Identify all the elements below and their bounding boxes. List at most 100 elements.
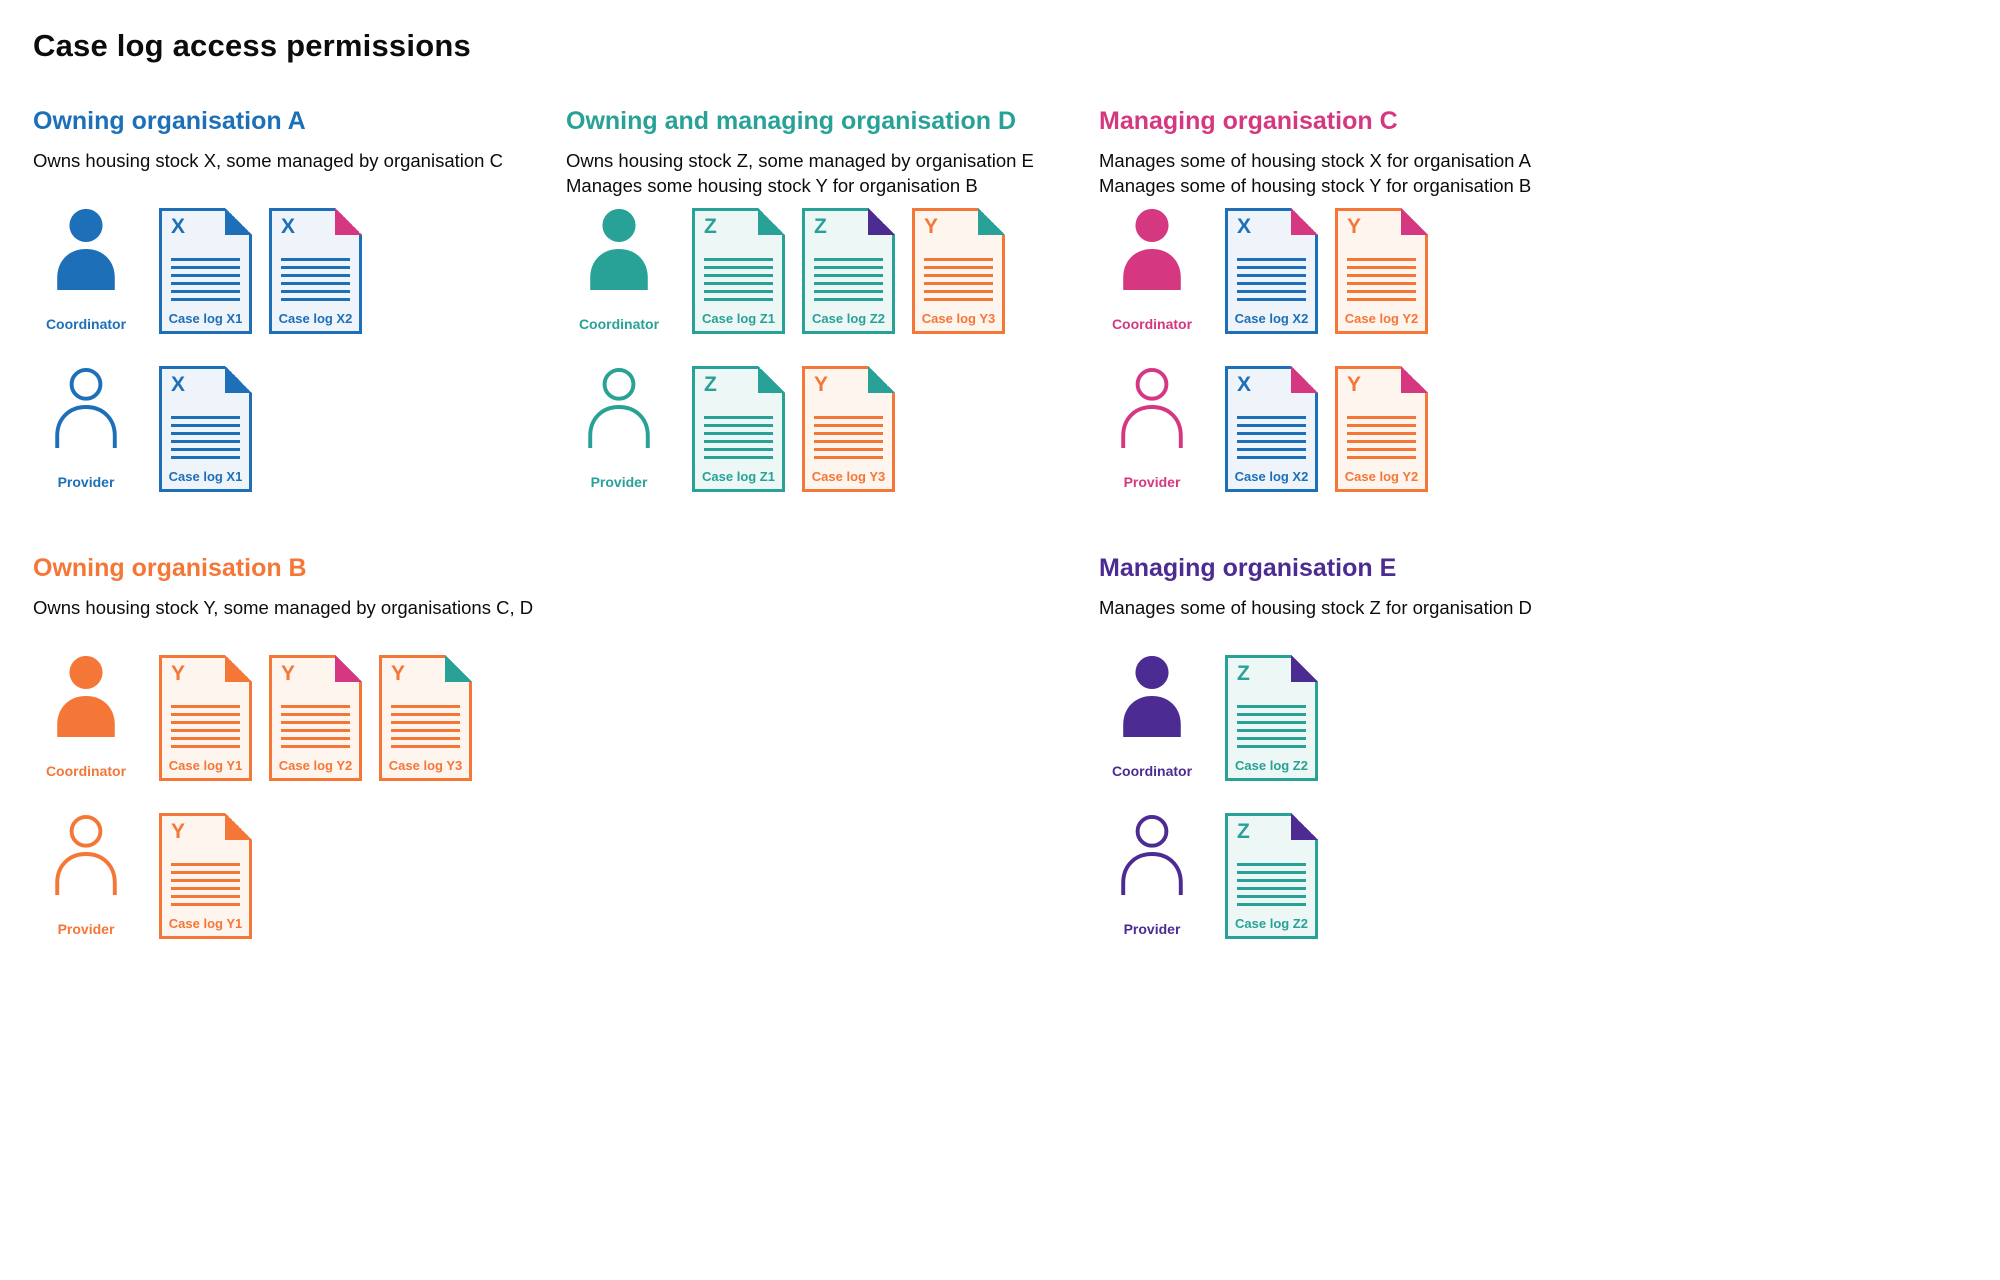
folded-corner-icon <box>978 208 1005 235</box>
org-description-line: Manages some of housing stock Z for orga… <box>1099 597 1532 618</box>
coordinator-person-icon <box>51 655 121 739</box>
folded-corner-icon <box>1401 208 1428 235</box>
role-row: Provider Y Case log Y1 <box>33 813 558 939</box>
case-log-documents: X Case log X2 Y Case log Y2 <box>1225 208 1428 334</box>
document-stock-letter: Y <box>924 215 939 238</box>
case-log-document: Y Case log Y3 <box>912 208 1005 334</box>
org-section-title: Managing organisation E <box>1099 554 1397 582</box>
document-label: Case log Y3 <box>811 469 886 484</box>
document-label: Case log X2 <box>1234 311 1309 326</box>
coordinator-person-icon <box>1117 655 1187 739</box>
document-stock-letter: X <box>1237 215 1252 238</box>
role-rows: Coordinator Z Case log Z2 Provider Z Cas… <box>1099 655 1659 939</box>
role-label: Coordinator <box>578 316 660 332</box>
document-text-lines-icon <box>704 416 773 460</box>
person: Provider <box>33 813 139 939</box>
role-label: Provider <box>1123 921 1181 937</box>
folded-corner-icon <box>758 208 785 235</box>
case-log-document: X Case log X2 <box>1225 366 1318 492</box>
org-description-line: Manages some of housing stock X for orga… <box>1099 150 1531 171</box>
document-label: Case log Y2 <box>278 758 353 773</box>
case-log-document: Y Case log Y3 <box>802 366 895 492</box>
role-label: Coordinator <box>1111 763 1193 779</box>
document-stock-letter: X <box>171 373 186 396</box>
coordinator-person-icon <box>1117 208 1187 292</box>
role-row: Coordinator Y Case log Y1 Y Case log Y2 … <box>33 655 558 781</box>
role-label: Provider <box>1123 474 1181 490</box>
person: Coordinator <box>1099 208 1205 334</box>
document-stock-letter: Z <box>1237 662 1250 685</box>
case-log-documents: Z Case log Z2 <box>1225 813 1318 939</box>
case-log-documents: Z Case log Z2 <box>1225 655 1318 781</box>
case-log-documents: X Case log X1 <box>159 366 252 492</box>
org-section-description: Owns housing stock Y, some managed by or… <box>33 595 558 647</box>
org-description-line: Manages some of housing stock Y for orga… <box>1099 175 1532 196</box>
org-section-description: Owns housing stock Z, some managed by or… <box>566 148 1091 200</box>
case-log-document: Z Case log Z2 <box>1225 813 1318 939</box>
page-title: Case log access permissions <box>33 28 471 63</box>
document-text-lines-icon <box>1237 416 1306 460</box>
org-description-line: Owns housing stock Z, some managed by or… <box>566 150 1034 171</box>
document-label: Case log Z2 <box>812 311 885 326</box>
org-section-org-a: Owning organisation A Owns housing stock… <box>33 106 558 524</box>
case-log-documents: Z Case log Z1 Y Case log Y3 <box>692 366 895 492</box>
document-stock-letter: Y <box>814 373 829 396</box>
document-stock-letter: X <box>1237 373 1252 396</box>
document-label: Case log X2 <box>1234 469 1309 484</box>
folded-corner-icon <box>758 366 785 393</box>
document-label: Case log Y1 <box>168 758 243 773</box>
person: Coordinator <box>566 208 672 334</box>
org-description-line: Owns housing stock X, some managed by or… <box>33 150 503 171</box>
case-log-document: Z Case log Z2 <box>1225 655 1318 781</box>
folded-corner-icon <box>1291 208 1318 235</box>
org-section-org-d: Owning and managing organisation D Owns … <box>566 106 1091 524</box>
case-log-documents: X Case log X1 X Case log X2 <box>159 208 362 334</box>
case-log-documents: Z Case log Z1 Z Case log Z2 Y Case log Y… <box>692 208 1005 334</box>
folded-corner-icon <box>1291 813 1318 840</box>
document-label: Case log Y2 <box>1344 311 1419 326</box>
case-log-document: Y Case log Y1 <box>159 813 252 939</box>
document-text-lines-icon <box>814 258 883 302</box>
coordinator-person-icon <box>584 208 654 292</box>
document-label: Case log Y3 <box>921 311 996 326</box>
document-label: Case log X2 <box>278 311 353 326</box>
case-log-document: Z Case log Z1 <box>692 366 785 492</box>
person: Coordinator <box>33 655 139 781</box>
document-stock-letter: Y <box>1347 373 1362 396</box>
person: Provider <box>566 366 672 492</box>
document-text-lines-icon <box>1347 258 1416 302</box>
org-section-title: Owning organisation A <box>33 107 306 135</box>
document-text-lines-icon <box>171 416 240 460</box>
folded-corner-icon <box>1291 655 1318 682</box>
document-label: Case log Z2 <box>1235 758 1308 773</box>
document-text-lines-icon <box>281 258 350 302</box>
document-stock-letter: Y <box>391 662 406 685</box>
case-log-documents: X Case log X2 Y Case log Y2 <box>1225 366 1428 492</box>
document-text-lines-icon <box>171 705 240 749</box>
org-section-org-b: Owning organisation B Owns housing stock… <box>33 553 558 971</box>
role-label: Coordinator <box>45 316 127 332</box>
org-description-line: Owns housing stock Y, some managed by or… <box>33 597 534 618</box>
provider-person-icon <box>1117 813 1187 897</box>
provider-person-icon <box>51 366 121 450</box>
folded-corner-icon <box>868 208 895 235</box>
org-description-line: Manages some housing stock Y for organis… <box>566 175 978 196</box>
role-row: Provider X Case log X2 Y Case log Y2 <box>1099 366 1659 492</box>
document-label: Case log Z1 <box>702 311 775 326</box>
role-row: Provider Z Case log Z1 Y Case log Y3 <box>566 366 1091 492</box>
org-section-org-c: Managing organisation C Manages some of … <box>1099 106 1659 524</box>
document-text-lines-icon <box>924 258 993 302</box>
role-label: Provider <box>590 474 648 490</box>
document-label: Case log Z2 <box>1235 916 1308 931</box>
document-stock-letter: Z <box>704 215 717 238</box>
role-rows: Coordinator X Case log X2 Y Case log Y2 … <box>1099 208 1659 492</box>
role-label: Coordinator <box>1111 316 1193 332</box>
role-rows: Coordinator Z Case log Z1 Z Case log Z2 … <box>566 208 1091 492</box>
document-stock-letter: X <box>171 215 186 238</box>
case-log-documents: Y Case log Y1 Y Case log Y2 Y Case log Y… <box>159 655 472 781</box>
folded-corner-icon <box>225 655 252 682</box>
document-stock-letter: Y <box>171 820 186 843</box>
org-section-title: Owning and managing organisation D <box>566 107 1017 135</box>
document-text-lines-icon <box>281 705 350 749</box>
